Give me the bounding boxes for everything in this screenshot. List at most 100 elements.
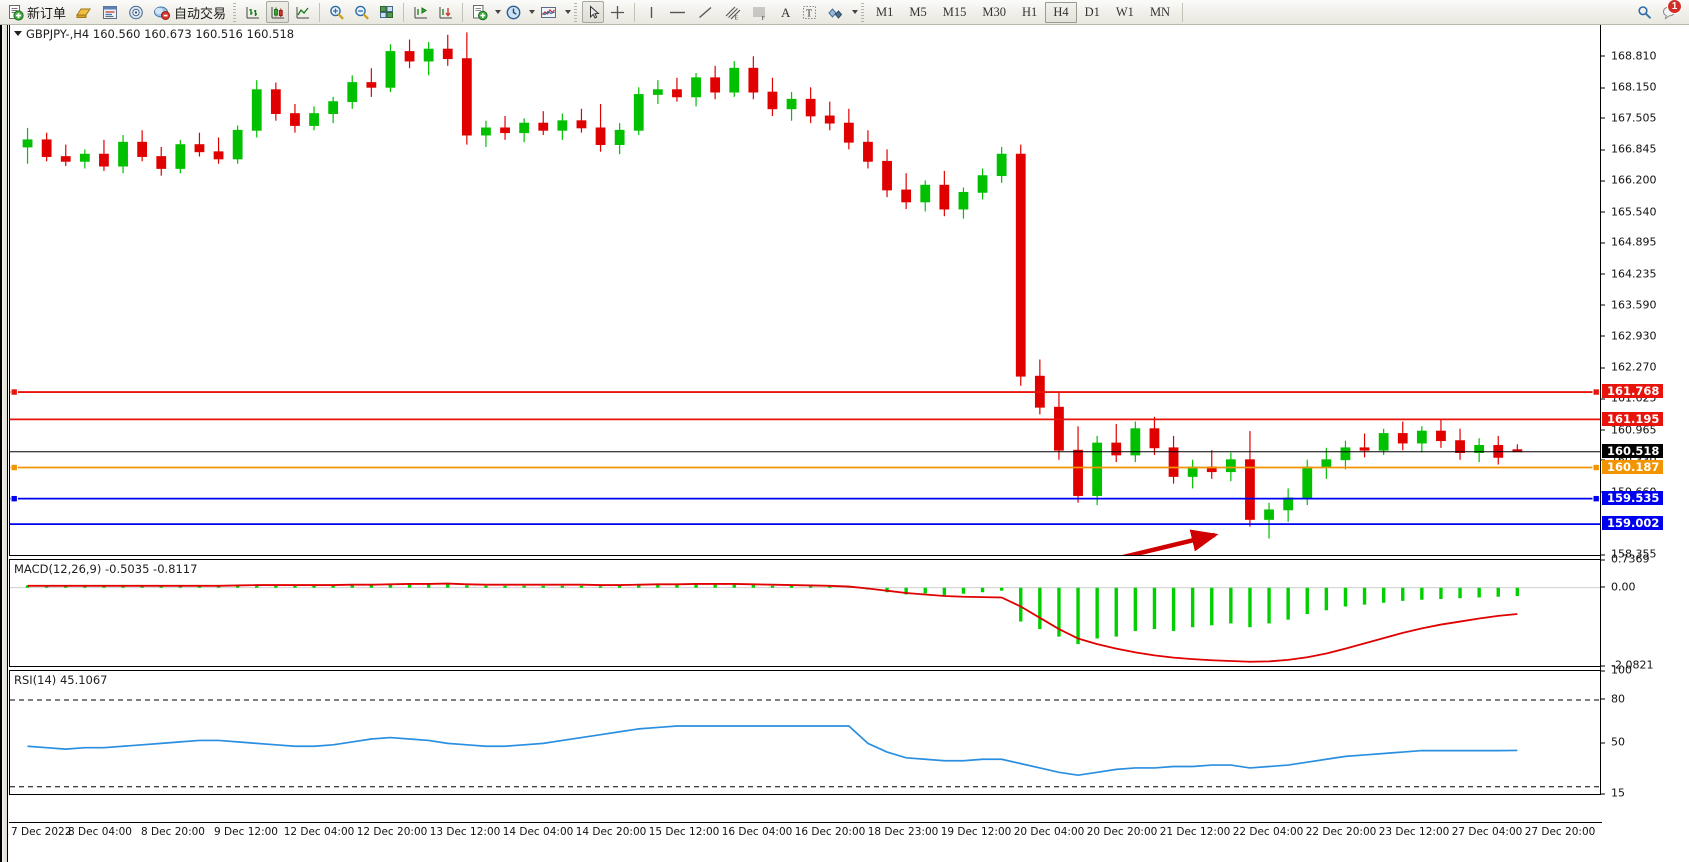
- indicators-button[interactable]: [536, 1, 561, 23]
- shapes-dropdown-caret[interactable]: [852, 10, 859, 14]
- autotrading-label: 自动交易: [174, 6, 227, 22]
- price-axis-tick: 164.895: [1601, 236, 1689, 249]
- zoom-in-button[interactable]: [325, 1, 348, 23]
- horizontal-line-tool-button[interactable]: [664, 1, 691, 23]
- text-icon: A: [781, 5, 791, 20]
- price-axis-tick: 163.590: [1601, 298, 1689, 311]
- timeframe-m1[interactable]: M1: [876, 4, 894, 19]
- navigator-button[interactable]: [124, 1, 148, 23]
- price-chart-pane[interactable]: GBPJPY-,H4 160.560 160.673 160.516 160.5…: [9, 25, 1602, 556]
- cursor-tool-button[interactable]: [582, 1, 605, 23]
- search-icon: [1638, 5, 1651, 19]
- fibonacci-tool-button[interactable]: F: [747, 1, 772, 23]
- price-axis-tick: 165.540: [1601, 205, 1689, 218]
- chart-scrollbar[interactable]: [2, 25, 8, 862]
- svg-text:F: F: [762, 16, 766, 21]
- market-watch-icon: [103, 5, 118, 19]
- tile-windows-button[interactable]: [375, 1, 398, 23]
- line-chart-button[interactable]: [291, 1, 314, 23]
- zoom-out-button[interactable]: [350, 1, 373, 23]
- bar-chart-button[interactable]: [241, 1, 264, 23]
- candlestick-chart-button[interactable]: [266, 1, 290, 23]
- timeframe-d1[interactable]: D1: [1084, 4, 1100, 19]
- toolbar-grip-1[interactable]: [233, 2, 237, 22]
- new-order-label: 新订单: [27, 6, 67, 22]
- rsi-axis-tick: 80: [1601, 692, 1689, 705]
- timeframe-w1[interactable]: W1: [1115, 4, 1134, 19]
- time-axis-label: 27 Dec 04:00: [1451, 826, 1523, 838]
- text-label-tool-button[interactable]: T: [798, 1, 821, 23]
- notifications-button[interactable]: 1: [1658, 0, 1682, 23]
- toolbar-separator-4: [634, 2, 636, 22]
- horizontal-line-icon: [670, 11, 686, 13]
- crosshair-tool-button[interactable]: [606, 1, 629, 23]
- time-axis-label: 12 Dec 04:00: [283, 826, 355, 838]
- price-axis-tick: 166.200: [1601, 174, 1689, 187]
- shapes-tool-button[interactable]: [823, 1, 848, 23]
- rsi-label: RSI(14) 45.1067: [14, 673, 108, 687]
- price-axis-tick: 160.965: [1601, 423, 1689, 436]
- price-level-chip-support[interactable]: 159.002: [1602, 516, 1664, 531]
- shapes-icon: [828, 7, 843, 19]
- clock-icon: [506, 5, 521, 19]
- gold-bar-icon: [76, 8, 91, 18]
- main-toolbar: 新订单: [0, 0, 1689, 25]
- timeframe-m30[interactable]: M30: [982, 4, 1007, 19]
- rsi-indicator-pane[interactable]: RSI(14) 45.1067: [9, 670, 1602, 795]
- indicators-dropdown-caret[interactable]: [565, 10, 572, 14]
- market-watch-button[interactable]: [98, 1, 122, 23]
- toolbar-grip-3[interactable]: [861, 2, 865, 22]
- rsi-plot: [10, 699, 1601, 788]
- macd-axis-tick: 0.7369: [1601, 553, 1689, 566]
- chart-menu-caret-icon[interactable]: [14, 31, 22, 36]
- auto-scroll-button[interactable]: [434, 1, 457, 23]
- price-axis-tick: 166.845: [1601, 143, 1689, 156]
- expert-advisors-button[interactable]: [71, 1, 96, 23]
- price-level-chip-support[interactable]: 159.535: [1602, 490, 1664, 505]
- vertical-line-icon: [650, 6, 652, 18]
- rsi-axis-tick: 50: [1601, 736, 1689, 749]
- time-axis-label: 14 Dec 04:00: [502, 826, 574, 838]
- templates-button[interactable]: [468, 1, 491, 23]
- macd-indicator-pane[interactable]: MACD(12,26,9) -0.5035 -0.8117: [9, 559, 1602, 667]
- indicators-icon: [541, 6, 557, 18]
- crosshair-icon: [611, 5, 625, 19]
- timeframe-mn[interactable]: MN: [1149, 4, 1171, 19]
- timeframe-m15[interactable]: M15: [942, 4, 967, 19]
- new-order-icon: [9, 4, 24, 21]
- new-order-button[interactable]: 新订单: [4, 1, 69, 23]
- timeframe-m5[interactable]: M5: [909, 4, 927, 19]
- price-level-chip-resistance[interactable]: 161.195: [1602, 411, 1664, 426]
- equidistant-channel-tool-button[interactable]: E: [720, 1, 745, 23]
- price-axis[interactable]: 168.810 168.150 167.505 166.845 166.200 165.5…: [1600, 25, 1689, 800]
- price-level-chip-pivot[interactable]: 160.187: [1602, 459, 1664, 474]
- shift-chart-button[interactable]: [409, 1, 432, 23]
- text-tool-button[interactable]: A: [774, 1, 796, 23]
- templates-dropdown-caret[interactable]: [495, 10, 502, 14]
- period-button[interactable]: [502, 1, 525, 23]
- time-axis-label: 22 Dec 04:00: [1232, 826, 1304, 838]
- chart-title-bar[interactable]: GBPJPY-,H4 160.560 160.673 160.516 160.5…: [14, 27, 294, 41]
- trendline-tool-button[interactable]: [693, 1, 718, 23]
- toolbar-grip-2[interactable]: [574, 2, 578, 22]
- toolbar-separator-5: [1182, 2, 1184, 22]
- price-axis-tick: 164.235: [1601, 267, 1689, 280]
- autotrading-button[interactable]: 自动交易: [150, 1, 229, 23]
- tile-windows-icon: [380, 5, 394, 18]
- price-candlestick-plot: [10, 32, 1601, 539]
- search-button[interactable]: [1633, 1, 1656, 23]
- navigator-icon: [129, 5, 143, 19]
- time-axis-label: 13 Dec 12:00: [429, 826, 501, 838]
- price-level-chip-current-price[interactable]: 160.518: [1602, 443, 1664, 458]
- time-axis[interactable]: 7 Dec 2022 8 Dec 04:00 8 Dec 20:00 9 Dec 12…: [9, 822, 1602, 842]
- vertical-line-tool-button[interactable]: [640, 1, 662, 23]
- timeframe-h1[interactable]: H1: [1022, 4, 1038, 19]
- autotrading-icon: [154, 6, 171, 20]
- price-level-chip-resistance[interactable]: 161.768: [1602, 384, 1664, 399]
- timeframe-h4[interactable]: H4: [1045, 1, 1077, 23]
- price-axis-tick: 167.505: [1601, 111, 1689, 124]
- line-chart-icon: [296, 6, 310, 18]
- cursor-arrow-icon: [589, 4, 600, 19]
- time-axis-label: 9 Dec 12:00: [214, 826, 278, 838]
- period-dropdown-caret[interactable]: [529, 10, 536, 14]
